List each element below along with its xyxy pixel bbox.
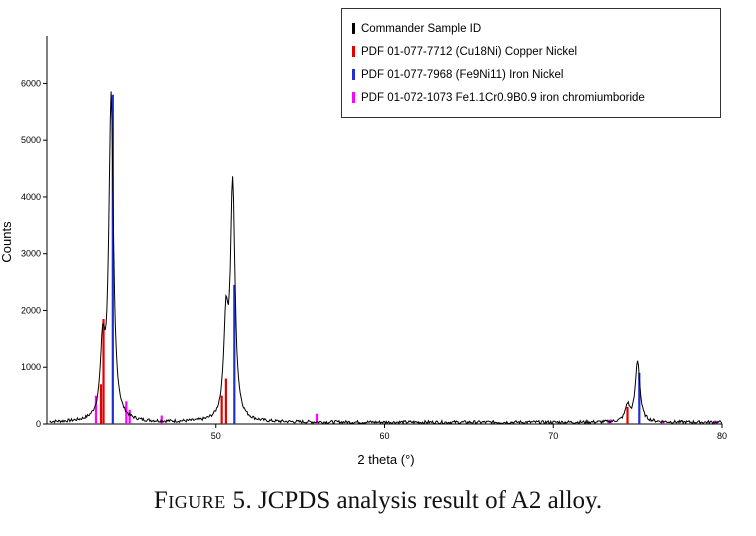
reference-sticks [94, 94, 717, 424]
legend-item: PDF 01-072-1073 Fe1.1Cr0.9B0.9 iron chro… [352, 86, 710, 109]
legend-swatch-icon [352, 23, 355, 34]
y-axis-label: Counts [0, 221, 14, 263]
legend: Commander Sample ID PDF 01-077-7712 (Cu1… [341, 8, 721, 118]
x-tick-label: 80 [717, 431, 727, 441]
diffraction-pattern [49, 91, 723, 426]
y-tick-label: 1000 [21, 362, 41, 372]
legend-label: PDF 01-077-7968 (Fe9Ni11) Iron Nickel [361, 68, 564, 81]
legend-item: Commander Sample ID [352, 17, 710, 40]
x-tick-label: 70 [548, 431, 558, 441]
axes [43, 36, 723, 428]
legend-swatch-icon [352, 46, 355, 57]
y-tick-label: 3000 [21, 249, 41, 259]
x-tick-label: 50 [211, 431, 221, 441]
y-tick-label: 2000 [21, 305, 41, 315]
legend-swatch-icon [352, 92, 355, 103]
legend-label: Commander Sample ID [361, 22, 482, 35]
figure-caption: Figure 5. JCPDS analysis result of A2 al… [0, 487, 756, 515]
y-tick-label: 4000 [21, 192, 41, 202]
caption-prefix: Figure 5 [153, 487, 246, 514]
x-axis-label: 2 theta (°) [357, 452, 414, 467]
y-tick-label: 5000 [21, 135, 41, 145]
xrd-chart: 0 1000 2000 3000 4000 5000 6000 50 60 70 80 Counts… [0, 36, 727, 467]
caption-text: . JCPDS analysis result of A2 alloy. [245, 487, 603, 514]
legend-swatch-icon [352, 69, 355, 80]
legend-item: PDF 01-077-7712 (Cu18Ni) Copper Nickel [352, 40, 710, 63]
y-tick-label: 0 [36, 419, 41, 429]
sample-pattern-line [49, 91, 723, 426]
legend-label: PDF 01-077-7712 (Cu18Ni) Copper Nickel [361, 45, 578, 58]
legend-item: PDF 01-077-7968 (Fe9Ni11) Iron Nickel [352, 63, 710, 86]
tick-labels: 0 1000 2000 3000 4000 5000 6000 50 60 70 80 [21, 78, 727, 441]
x-tick-label: 60 [379, 431, 389, 441]
y-tick-label: 6000 [21, 78, 41, 88]
legend-label: PDF 01-072-1073 Fe1.1Cr0.9B0.9 iron chro… [361, 91, 645, 104]
